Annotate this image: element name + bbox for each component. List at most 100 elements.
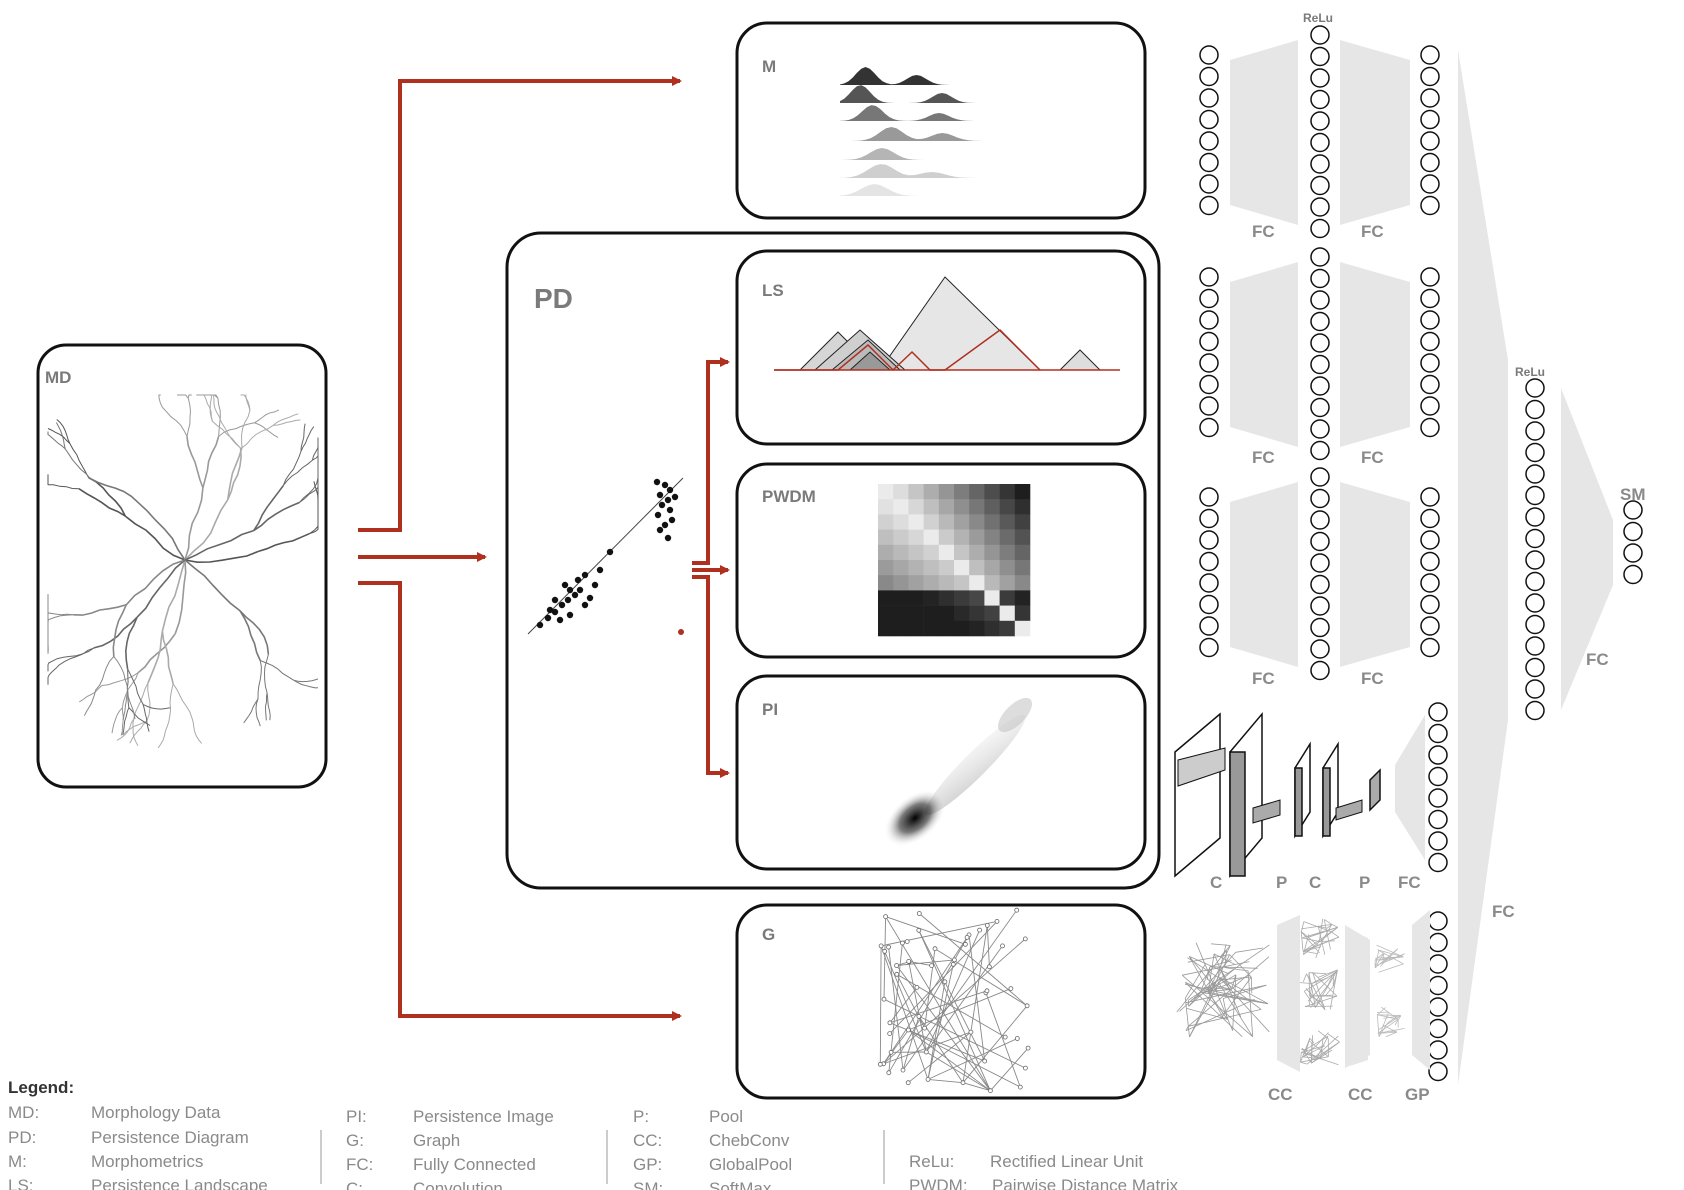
- pwdm-cell: [1014, 514, 1031, 530]
- pd-point: [561, 581, 569, 589]
- p-label-1: P: [1276, 873, 1287, 892]
- pd-point: [544, 614, 552, 622]
- neuron-branch: [253, 501, 300, 532]
- relu-label-2: ReLu: [1515, 365, 1545, 379]
- graph-edge: [908, 1029, 991, 1092]
- sm-label: SM: [1620, 485, 1646, 504]
- fc-label-2b: FC: [1361, 448, 1384, 467]
- graph-edge: [926, 1051, 991, 1092]
- legend-val-gp: GlobalPool: [709, 1155, 792, 1174]
- pd-point: [586, 594, 594, 602]
- hidden-neuron: [1310, 25, 1330, 45]
- gp-label: GP: [1405, 1085, 1430, 1104]
- graph-edge: [883, 916, 887, 1000]
- gnn-edge: [1329, 969, 1338, 1010]
- pwdm-cell: [1014, 575, 1031, 591]
- cnn-blocks: [1174, 711, 1425, 879]
- pd-point: [556, 616, 564, 624]
- gnn-edge: [1300, 1056, 1329, 1063]
- pd-point: [581, 601, 589, 609]
- pwdm-cell: [908, 590, 924, 606]
- gnn-edge: [1381, 954, 1404, 964]
- output-neuron: [1420, 616, 1440, 636]
- pwdm-cell: [969, 514, 985, 530]
- pd-point: [658, 501, 666, 509]
- output-neuron: [1420, 508, 1440, 529]
- pwdm-cell: [878, 575, 894, 591]
- gnn-edge: [1310, 984, 1329, 1008]
- neuron-branch: [161, 406, 188, 437]
- legend-key-pwdm: PWDM:: [909, 1176, 968, 1190]
- pwdm-cell: [878, 620, 894, 637]
- hidden-neuron: [1310, 154, 1330, 174]
- pwdm-cell: [923, 590, 940, 606]
- neuron-branch: [218, 422, 255, 437]
- neuron-branch: [147, 631, 164, 684]
- output-neuron: [1420, 396, 1440, 416]
- ls-label: LS: [762, 281, 784, 300]
- graph-node: [1017, 1084, 1023, 1090]
- neuron-branch: [78, 488, 126, 517]
- gp-neuron: [1428, 932, 1448, 953]
- pwdm-cell: [923, 529, 940, 546]
- graph-node: [968, 1029, 974, 1035]
- neuron-branch: [272, 413, 299, 426]
- sm-trapezoid: [1561, 388, 1613, 710]
- output-neuron: [1420, 267, 1440, 287]
- gnn-edge: [1213, 953, 1235, 965]
- pwdm-cell: [984, 544, 1000, 561]
- graph-edge: [883, 1031, 972, 1065]
- gnn-edge: [1307, 931, 1324, 938]
- hidden-neuron: [1310, 132, 1330, 153]
- cnn-fc-neuron: [1428, 766, 1448, 787]
- pwdm-cell: [938, 605, 955, 622]
- pwdm-cell: [999, 575, 1016, 591]
- gnn-edge: [1304, 1005, 1333, 1007]
- input-neuron: [1199, 66, 1219, 87]
- graph-node: [1022, 936, 1028, 942]
- gnn-edge: [1247, 970, 1254, 1037]
- hidden-neuron: [1310, 660, 1330, 681]
- gnn-edge: [1228, 968, 1236, 975]
- gnn-edge: [1377, 1014, 1401, 1017]
- graph-node: [1025, 1045, 1031, 1051]
- output-neuron: [1420, 88, 1440, 108]
- cnn-fc-trapezoid: [1395, 715, 1425, 860]
- pd-point: [606, 548, 614, 556]
- output-neuron: [1420, 174, 1440, 194]
- graph-node: [894, 963, 899, 968]
- pwdm-cell: [938, 529, 955, 546]
- legend-key-sm: SM:: [633, 1179, 663, 1190]
- graph-edge: [925, 929, 981, 1053]
- morphometrics-ridgeline-plot: [840, 67, 1070, 196]
- neuron-branch: [127, 691, 136, 720]
- graph-edge: [927, 981, 946, 1080]
- graph-edge: [927, 1038, 1018, 1080]
- g-label: G: [762, 925, 775, 944]
- pd-point: [551, 596, 559, 604]
- gnn-edge: [1300, 931, 1304, 952]
- neuron-branch: [240, 394, 251, 411]
- neuron-branch: [125, 559, 186, 606]
- pd-point: [661, 481, 669, 489]
- graph-node: [923, 1049, 929, 1055]
- neuron-branch: [142, 704, 150, 732]
- input-neuron: [1199, 109, 1219, 130]
- pwdm-label: PWDM: [762, 487, 816, 506]
- network-labels: ReLu ReLu FC FC FC FC FC FC C P C P FC C…: [1210, 11, 1646, 1104]
- graph-edge: [918, 930, 986, 1062]
- pwdm-cell: [999, 514, 1016, 530]
- c-label-1: C: [1210, 873, 1222, 892]
- pd-point: [591, 581, 599, 589]
- neuron-branch: [112, 604, 127, 657]
- gnn-edge: [1318, 918, 1324, 942]
- relu-label-1: ReLu: [1303, 11, 1333, 25]
- graph-node: [916, 927, 922, 933]
- neuron-branch: [300, 426, 315, 452]
- pwdm-cell: [984, 575, 1000, 591]
- input-neuron: [1199, 594, 1219, 615]
- input-neuron: [1199, 508, 1219, 529]
- pwdm-cell: [999, 620, 1016, 637]
- gnn-edge: [1378, 1015, 1402, 1031]
- neuron-branch: [137, 501, 186, 561]
